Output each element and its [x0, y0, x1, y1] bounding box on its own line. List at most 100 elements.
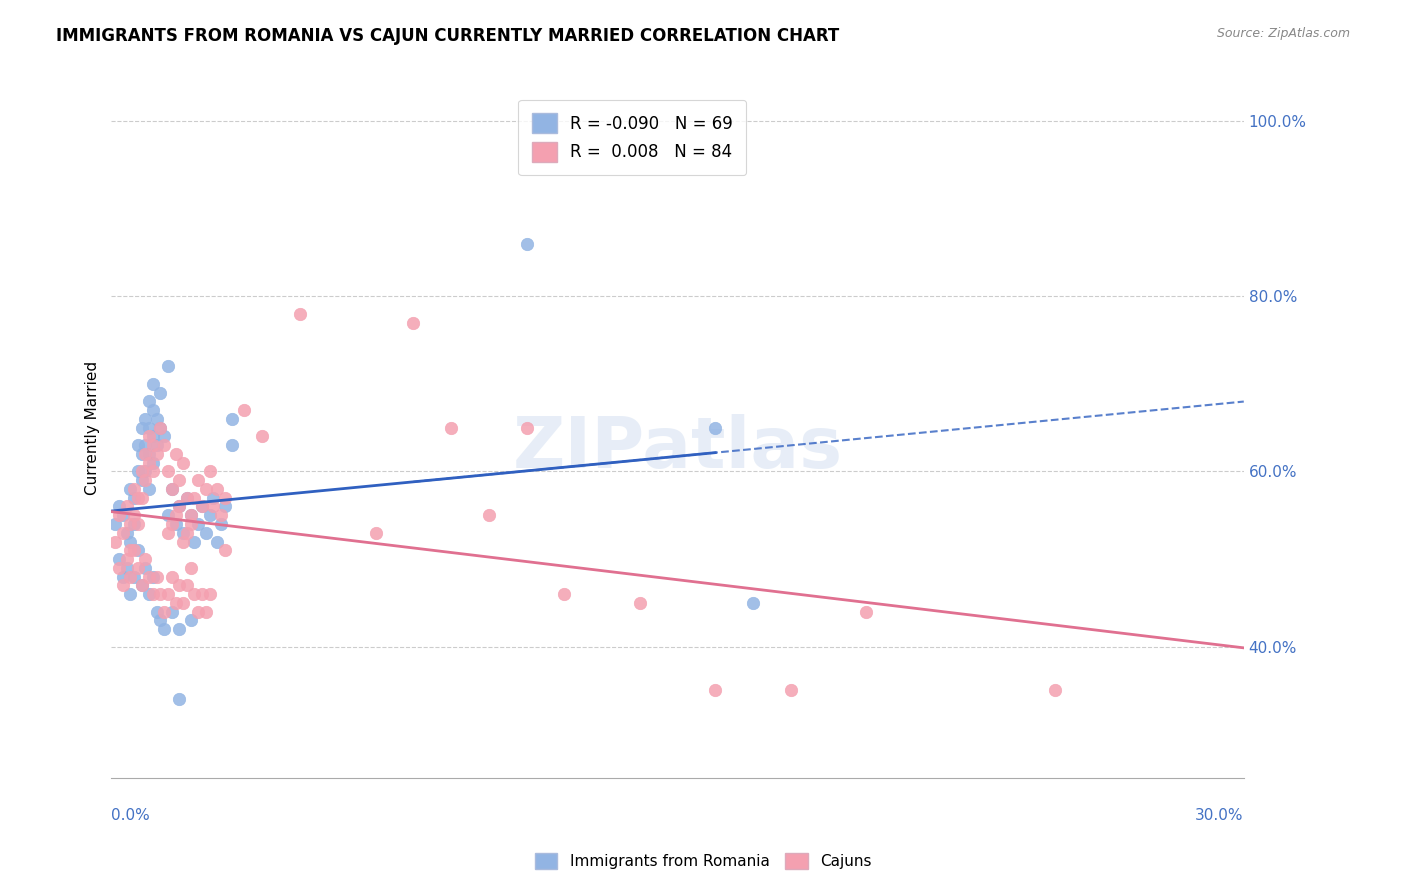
Point [127, 465, 149, 479]
Point [122, 508, 145, 523]
Point [131, 465, 153, 479]
Point [187, 605, 209, 619]
Point [122, 569, 145, 583]
Point [180, 613, 202, 627]
Point [149, 613, 172, 627]
Point [134, 438, 156, 452]
Point [169, 473, 191, 487]
Point [187, 473, 209, 487]
Legend: Immigrants from Romania, Cajuns: Immigrants from Romania, Cajuns [529, 847, 877, 875]
Point [176, 578, 198, 592]
Point [194, 482, 217, 496]
Point [1043, 683, 1066, 698]
Text: 30.0%: 30.0% [1195, 808, 1244, 823]
Point [232, 403, 254, 417]
Point [516, 420, 538, 434]
Point [108, 561, 131, 575]
Point [191, 500, 214, 514]
Point [209, 516, 232, 531]
Point [127, 491, 149, 505]
Point [138, 429, 160, 443]
Point [145, 605, 167, 619]
Point [122, 482, 145, 496]
Point [478, 508, 501, 523]
Point [142, 569, 165, 583]
Point [145, 412, 167, 426]
Point [111, 569, 134, 583]
Point [120, 534, 142, 549]
Point [187, 516, 209, 531]
Point [742, 596, 765, 610]
Point [153, 438, 176, 452]
Point [191, 500, 214, 514]
Point [160, 569, 183, 583]
Point [194, 525, 217, 540]
Point [149, 587, 172, 601]
Point [138, 420, 160, 434]
Point [169, 500, 191, 514]
Point [120, 516, 142, 531]
Point [172, 456, 194, 470]
Text: ZIPatlas: ZIPatlas [513, 414, 842, 483]
Point [704, 420, 727, 434]
Point [214, 543, 236, 558]
Point [120, 543, 142, 558]
Point [516, 236, 538, 251]
Point [205, 482, 228, 496]
Point [142, 438, 165, 452]
Point [169, 500, 191, 514]
Point [176, 491, 198, 505]
Point [134, 412, 156, 426]
Point [176, 525, 198, 540]
Point [149, 420, 172, 434]
Point [364, 525, 387, 540]
Point [131, 491, 153, 505]
Point [165, 447, 187, 461]
Point [194, 605, 217, 619]
Point [120, 587, 142, 601]
Point [172, 525, 194, 540]
Point [628, 596, 651, 610]
Point [108, 500, 131, 514]
Point [131, 578, 153, 592]
Point [115, 561, 138, 575]
Point [183, 491, 205, 505]
Point [142, 376, 165, 391]
Point [198, 465, 221, 479]
Point [183, 587, 205, 601]
Point [104, 534, 127, 549]
Point [221, 412, 243, 426]
Point [165, 508, 187, 523]
Point [108, 552, 131, 566]
Point [134, 465, 156, 479]
Point [115, 552, 138, 566]
Point [157, 508, 180, 523]
Text: 0.0%: 0.0% [111, 808, 150, 823]
Point [165, 516, 187, 531]
Point [855, 605, 877, 619]
Point [138, 447, 160, 461]
Point [111, 508, 134, 523]
Point [127, 516, 149, 531]
Point [440, 420, 463, 434]
Point [157, 465, 180, 479]
Point [108, 508, 131, 523]
Point [115, 500, 138, 514]
Point [202, 491, 225, 505]
Point [138, 482, 160, 496]
Point [160, 482, 183, 496]
Point [288, 307, 311, 321]
Point [111, 578, 134, 592]
Point [122, 516, 145, 531]
Point [142, 587, 165, 601]
Point [122, 491, 145, 505]
Y-axis label: Currently Married: Currently Married [86, 360, 100, 495]
Point [169, 622, 191, 636]
Point [157, 359, 180, 374]
Point [153, 622, 176, 636]
Point [145, 438, 167, 452]
Point [145, 569, 167, 583]
Point [127, 438, 149, 452]
Text: Source: ZipAtlas.com: Source: ZipAtlas.com [1216, 27, 1350, 40]
Point [153, 605, 176, 619]
